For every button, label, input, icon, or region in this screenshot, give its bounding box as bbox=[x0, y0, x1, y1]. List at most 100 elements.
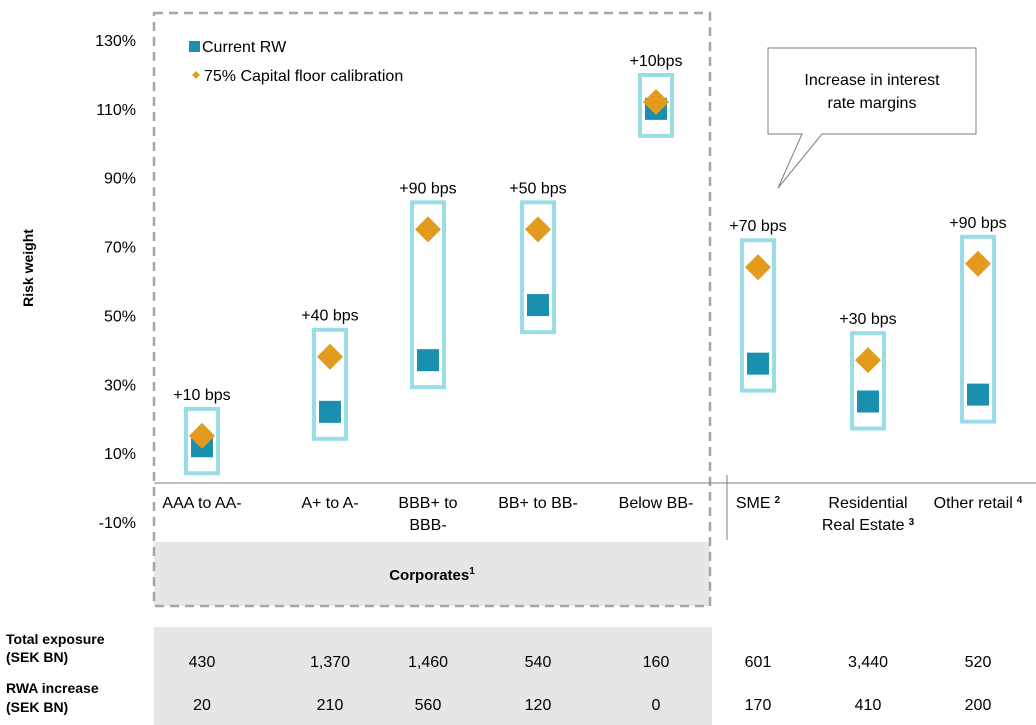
y-tick-label: -10% bbox=[99, 515, 136, 532]
table-cell: 410 bbox=[855, 697, 882, 714]
table-cell: 1,370 bbox=[310, 654, 350, 671]
highlight-boxes bbox=[184, 72, 996, 476]
table-cell: 200 bbox=[965, 697, 992, 714]
floor-marker bbox=[525, 216, 551, 243]
highlight-box bbox=[184, 406, 220, 476]
bps-annotation: +90 bps bbox=[399, 180, 456, 197]
highlight-box bbox=[520, 200, 556, 335]
legend-marker-current-rw bbox=[189, 41, 200, 52]
highlight-box bbox=[410, 200, 446, 390]
table-cell: 560 bbox=[415, 697, 442, 714]
table-cell: 1,460 bbox=[408, 654, 448, 671]
table-row-label-rwa-increase-2: (SEK BN) bbox=[6, 699, 68, 715]
table-cell: 0 bbox=[652, 697, 661, 714]
x-category-label: Residential Real Estate 3 bbox=[822, 495, 915, 534]
bps-annotations: +10 bps +40 bps +90 bps +50 bps +10bps +70 bp… bbox=[173, 53, 1006, 404]
bps-annotation: +50 bps bbox=[509, 180, 566, 197]
callout-line-2: rate margins bbox=[828, 95, 917, 112]
floor-marker bbox=[855, 347, 881, 374]
table-row-label-rwa-increase-1: RWA increase bbox=[6, 680, 99, 696]
current-rw-marker bbox=[319, 400, 341, 423]
current-rw-marker bbox=[967, 383, 989, 406]
data-markers bbox=[189, 88, 991, 458]
x-category-label-line: AAA to AA- bbox=[162, 495, 241, 512]
y-tick-label: 110% bbox=[96, 102, 136, 119]
bps-annotation: +10bps bbox=[630, 53, 683, 70]
highlight-box bbox=[850, 331, 886, 431]
callout-shape bbox=[767, 47, 977, 189]
table-cell: 20 bbox=[193, 697, 211, 714]
corporates-label-text: Corporates bbox=[389, 567, 469, 584]
bps-annotation: +10 bps bbox=[173, 387, 230, 404]
current-rw-marker bbox=[747, 352, 769, 375]
table-cell: 120 bbox=[525, 697, 552, 714]
table-cell: 520 bbox=[965, 654, 992, 671]
table-band-corporates bbox=[154, 627, 712, 725]
x-category-label-sup: 4 bbox=[1017, 495, 1023, 506]
x-category-label-sup: 2 bbox=[775, 495, 781, 506]
floor-marker bbox=[643, 88, 669, 115]
bps-annotation: +30 bps bbox=[839, 311, 896, 328]
highlight-box bbox=[312, 327, 348, 441]
corporates-label: Corporates1 bbox=[389, 566, 475, 584]
x-category-label-line: BB+ to BB- bbox=[498, 495, 578, 512]
x-category-label: A+ to A- bbox=[301, 495, 358, 512]
x-category-label-line: Below BB- bbox=[619, 495, 694, 512]
x-category-label: Other retail 4 bbox=[934, 495, 1023, 512]
table-cell: 160 bbox=[643, 654, 670, 671]
y-axis-title: Risk weight bbox=[20, 229, 36, 307]
x-category-label-line: Other retail bbox=[934, 495, 1013, 512]
x-category-label-line: Real Estate bbox=[822, 517, 905, 534]
x-category-label-line: SME bbox=[736, 495, 771, 512]
y-tick-labels: 130% 110% 90% 70% 50% 30% 10% -10% bbox=[95, 33, 136, 532]
bps-annotation: +90 bps bbox=[949, 215, 1006, 232]
callout: Increase in interest rate margins bbox=[767, 47, 977, 189]
legend-marker-floor bbox=[192, 71, 200, 79]
y-tick-label: 30% bbox=[104, 377, 136, 394]
current-rw-marker bbox=[417, 349, 439, 372]
highlight-box bbox=[960, 234, 996, 424]
table-cell: 601 bbox=[745, 654, 772, 671]
corporates-band bbox=[154, 542, 710, 606]
floor-marker bbox=[745, 254, 771, 281]
floor-marker bbox=[965, 250, 991, 277]
table-cell: 170 bbox=[745, 697, 772, 714]
x-category-label: Below BB- bbox=[619, 495, 694, 512]
y-tick-label: 10% bbox=[104, 446, 136, 463]
table-row-label-total-exposure-2: (SEK BN) bbox=[6, 649, 68, 665]
y-tick-label: 90% bbox=[104, 171, 136, 188]
x-category-label: SME 2 bbox=[736, 495, 781, 512]
x-category-label-line: BBB+ to bbox=[398, 495, 457, 512]
legend: Current RW 75% Capital floor calibration bbox=[189, 39, 403, 85]
table-cells: 430 1,370 1,460 540 160 601 3,440 520 20 210 560 12… bbox=[189, 654, 992, 714]
table-row-label-total-exposure-1: Total exposure bbox=[6, 631, 105, 647]
x-category-label: AAA to AA- bbox=[162, 495, 241, 512]
bps-annotation: +70 bps bbox=[729, 218, 786, 235]
floor-marker bbox=[415, 216, 441, 243]
x-category-label-line: A+ to A- bbox=[301, 495, 358, 512]
legend-label-floor: 75% Capital floor calibration bbox=[204, 68, 403, 85]
x-category-label-line: BBB- bbox=[409, 517, 446, 534]
floor-marker bbox=[317, 343, 343, 370]
table-cell: 430 bbox=[189, 654, 216, 671]
floor-marker bbox=[189, 422, 215, 449]
current-rw-marker bbox=[857, 390, 879, 413]
callout-line-1: Increase in interest bbox=[804, 72, 940, 89]
table-cell: 210 bbox=[317, 697, 344, 714]
x-category-label-line: Residential bbox=[828, 495, 907, 512]
highlight-box bbox=[638, 72, 674, 138]
y-tick-label: 70% bbox=[104, 240, 136, 257]
y-tick-label: 50% bbox=[104, 308, 136, 325]
x-category-label: BB+ to BB- bbox=[498, 495, 578, 512]
x-category-label-sup: 3 bbox=[909, 517, 915, 528]
current-rw-marker bbox=[527, 294, 549, 317]
table-cell: 3,440 bbox=[848, 654, 888, 671]
table-cell: 540 bbox=[525, 654, 552, 671]
corporates-dashed-border bbox=[152, 11, 712, 608]
legend-label-current-rw: Current RW bbox=[202, 39, 287, 56]
x-category-labels: AAA to AA- A+ to A- BBB+ to BBB- BB+ to BB- B… bbox=[162, 495, 1022, 534]
corporates-label-sup: 1 bbox=[469, 566, 475, 577]
bps-annotation: +40 bps bbox=[301, 308, 358, 325]
exposure-table: Total exposure (SEK BN) RWA increase (SE… bbox=[6, 631, 991, 715]
